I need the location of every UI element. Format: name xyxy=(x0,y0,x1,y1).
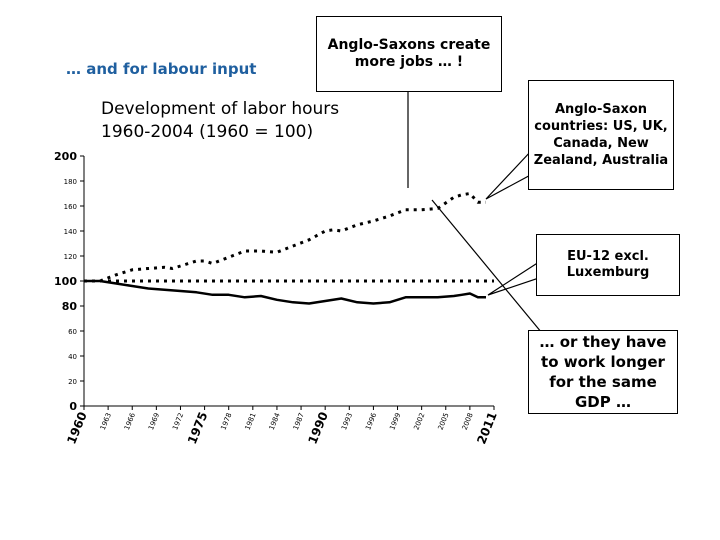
y-tick-label: 20 xyxy=(68,378,77,386)
series-line-2 xyxy=(84,279,486,305)
y-tick-label: 120 xyxy=(64,253,77,261)
y-tick-label: 40 xyxy=(68,353,77,361)
x-tick-label: 1981 xyxy=(244,412,258,432)
x-tick-label: 1993 xyxy=(340,412,354,432)
x-tick-label: 1990 xyxy=(305,410,330,446)
slide-heading: … and for labour input xyxy=(66,60,257,78)
callout-eu12: EU-12 excl. Luxemburg xyxy=(536,234,680,296)
series-line-1 xyxy=(84,192,486,283)
y-tick-label: 100 xyxy=(54,275,77,288)
x-tick-label: 2002 xyxy=(412,412,426,432)
callout-gdp: … or they have to work longer for the sa… xyxy=(528,330,678,414)
y-tick-label: 60 xyxy=(68,328,77,336)
x-tick-label: 1966 xyxy=(123,411,137,431)
callout-anglo-saxon: Anglo-Saxon countries: US, UK, Canada, N… xyxy=(528,80,674,190)
x-tick-label: 1960 xyxy=(64,410,89,446)
x-tick-label: 1999 xyxy=(388,412,402,432)
x-tick-label: 1987 xyxy=(292,412,306,432)
x-tick-label: 1996 xyxy=(364,411,378,431)
chart-title-line: 1960-2004 (1960 = 100) xyxy=(101,122,313,142)
x-tick-label: 2005 xyxy=(437,412,451,432)
x-tick-label: 2011 xyxy=(474,410,499,446)
x-tick-label: 1975 xyxy=(185,410,210,446)
callout-eu-pointer xyxy=(487,260,540,296)
y-tick-label: 200 xyxy=(54,150,77,163)
chart-title-line: Development of labor hours xyxy=(101,99,339,119)
y-tick-label: 80 xyxy=(62,300,78,313)
y-tick-label: 160 xyxy=(64,203,77,211)
callout-gdp-pointer xyxy=(431,199,557,351)
x-tick-label: 1972 xyxy=(171,412,185,432)
y-tick-label: 0 xyxy=(69,400,77,413)
x-tick-label: 1963 xyxy=(99,412,113,432)
x-tick-label: 1978 xyxy=(219,412,233,432)
x-tick-label: 1984 xyxy=(268,411,282,431)
x-tick-label: 2008 xyxy=(461,412,475,432)
y-tick-label: 140 xyxy=(64,228,77,236)
callout-jobs: Anglo-Saxons create more jobs … ! xyxy=(316,16,502,92)
y-tick-label: 180 xyxy=(64,178,77,186)
x-tick-label: 1969 xyxy=(147,412,161,432)
